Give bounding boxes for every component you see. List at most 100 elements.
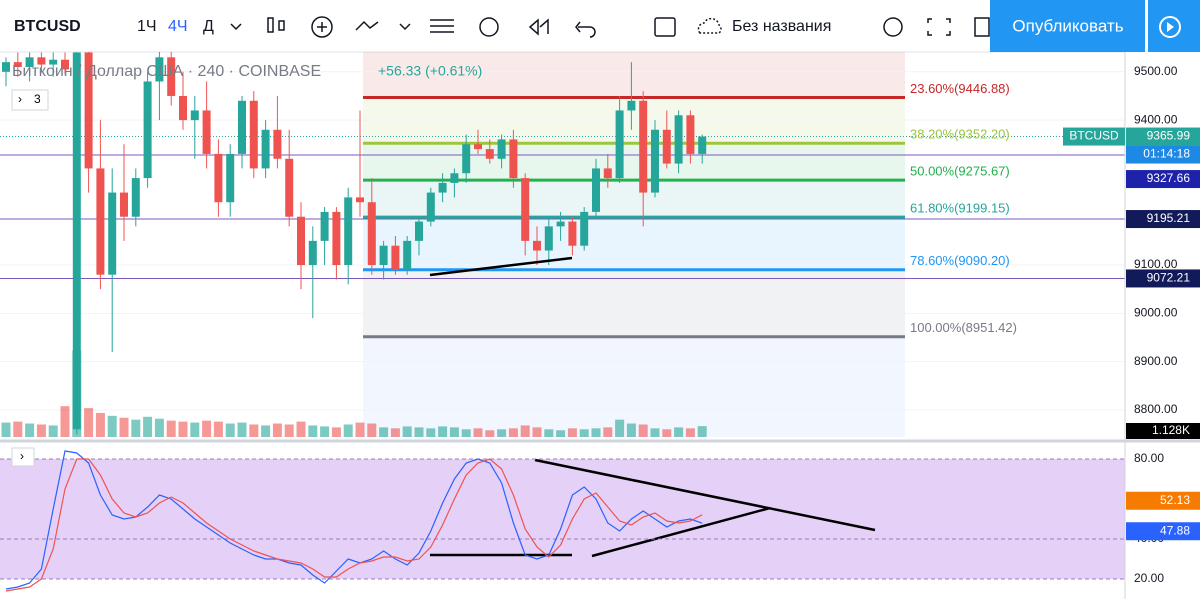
- volume-bar: [308, 425, 318, 437]
- candle-body: [179, 95, 187, 121]
- volume-bar: [591, 428, 601, 437]
- fib-zone: [363, 143, 905, 181]
- candle-body: [592, 168, 600, 212]
- candle-body: [521, 178, 530, 241]
- candle-body: [167, 57, 176, 96]
- volume-bar: [343, 424, 353, 437]
- volume-bar: [367, 423, 377, 437]
- candle-body: [61, 59, 69, 70]
- volume-bar: [131, 419, 141, 437]
- volume-bar: [485, 430, 495, 437]
- volume-bar: [390, 428, 400, 437]
- fib-zone: [363, 180, 905, 218]
- candle-body: [273, 129, 282, 159]
- price-tag-label: 9365.99: [1147, 129, 1191, 143]
- volume-bar: [426, 428, 436, 437]
- volume-bar: [650, 428, 660, 437]
- volume-bar: [166, 420, 176, 437]
- legend-change: +56.33 (+0.61%): [378, 63, 482, 79]
- fib-zone: [363, 52, 905, 98]
- volume-bar: [556, 430, 566, 437]
- candle-body: [226, 153, 235, 203]
- y-tick-label: 20.00: [1134, 571, 1164, 585]
- indicator-count[interactable]: 3: [34, 92, 41, 106]
- volume-bar: [579, 429, 589, 437]
- volume-bar: [154, 418, 164, 437]
- toolbar-icons[interactable]: [230, 16, 990, 38]
- volume-tag-label: 1.128K: [1152, 423, 1190, 437]
- volume-bar: [402, 426, 412, 437]
- interval[interactable]: Д: [203, 18, 214, 35]
- collapse-button[interactable]: [11, 447, 35, 467]
- volume-bar: [473, 428, 483, 437]
- volume-bar: [36, 424, 46, 437]
- trend-line: [591, 506, 771, 558]
- chevron: ›: [20, 449, 24, 463]
- publish-label[interactable]: Опубликовать: [1012, 16, 1123, 35]
- candle-body: [533, 240, 541, 251]
- oscillator-tag-label: 47.88: [1160, 523, 1190, 537]
- replay-icon: [1159, 16, 1181, 38]
- volume-tag: [1126, 423, 1200, 439]
- volume-bar: [626, 423, 636, 437]
- volume-bar: [532, 427, 542, 437]
- price-tag-label: 9072.21: [1147, 271, 1191, 285]
- volume-bar: [296, 421, 306, 437]
- candle-body: [379, 245, 388, 266]
- candle-body: [37, 57, 46, 65]
- candle-body: [674, 115, 683, 164]
- candle-body: [403, 240, 412, 270]
- candle-body: [108, 192, 117, 275]
- candle-body: [344, 197, 353, 266]
- price-tag-label: 9195.21: [1147, 211, 1191, 225]
- candle-body: [450, 173, 459, 183]
- y-tick-label: 9500.00: [1134, 64, 1178, 78]
- y-tick-label: 8800.00: [1134, 402, 1178, 416]
- volume-bar: [25, 423, 35, 437]
- candle-body: [72, 52, 81, 430]
- fib-label: 23.60%(9446.88): [910, 81, 1010, 96]
- symbol-tag-label: BTCUSD: [1069, 129, 1119, 143]
- symbol-tag: [1063, 127, 1125, 146]
- candle-body: [332, 211, 341, 266]
- y-tick-label: 9100.00: [1134, 257, 1178, 271]
- volume-bar: [107, 415, 117, 437]
- fib-label: 61.80%(9199.15): [910, 201, 1010, 216]
- candle-body: [698, 136, 707, 154]
- candle-body: [238, 100, 246, 154]
- replay-button[interactable]: [1148, 0, 1200, 52]
- candle-body: [96, 168, 105, 275]
- volume-bar: [603, 427, 613, 437]
- countdown-label: 01:14:18: [1143, 147, 1190, 161]
- candle-body: [131, 178, 140, 217]
- volume-bar: [190, 422, 200, 437]
- volume-bar: [143, 416, 153, 437]
- candle-body: [297, 216, 305, 266]
- candle-body: [120, 192, 128, 217]
- volume-bar: [284, 424, 294, 437]
- publish-button[interactable]: [990, 0, 1145, 52]
- volume-bar: [567, 428, 577, 437]
- collapse-button[interactable]: [11, 89, 49, 111]
- volume-bar: [355, 422, 365, 437]
- candle-body: [662, 129, 671, 164]
- volume-bar: [449, 427, 459, 437]
- volume-bar: [379, 427, 389, 437]
- volume-bar: [261, 425, 271, 437]
- interval[interactable]: 1Ч: [137, 18, 157, 35]
- symbol[interactable]: BTCUSD: [14, 18, 81, 35]
- volume-bar: [697, 426, 707, 437]
- candle-body: [202, 110, 211, 154]
- candle-body: [2, 62, 10, 72]
- y-tick-label: 8900.00: [1134, 354, 1178, 368]
- volume-bar: [520, 425, 530, 437]
- interval[interactable]: 4Ч: [168, 18, 188, 35]
- chevron: ›: [18, 92, 22, 106]
- volume-bar: [615, 419, 625, 437]
- layout-name[interactable]: Без названия: [732, 18, 831, 35]
- fib-label: 50.00%(9275.67): [910, 164, 1010, 179]
- y-tick-label: 9400.00: [1134, 112, 1178, 126]
- candle-body: [568, 221, 577, 246]
- volume-bar: [60, 406, 70, 437]
- candle-body: [497, 139, 506, 159]
